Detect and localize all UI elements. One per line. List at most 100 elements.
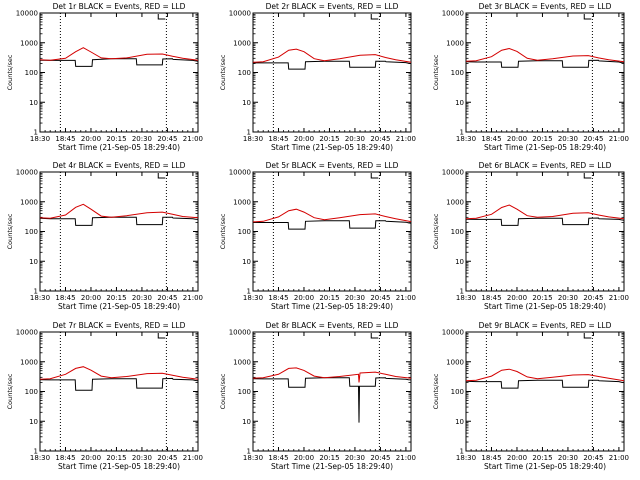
detector-panel-6: 1 10 100 1000 10000 18:30 18:45 20:00 20:15 20:30… — [432, 161, 629, 311]
y-tick-label: 10000 — [442, 10, 464, 18]
plot-frame — [465, 171, 625, 292]
plot-title: Det 6r BLACK = Events, RED = LLD — [479, 161, 612, 170]
x-tick-label: 20:30 — [345, 135, 365, 143]
y-tick-label: 10000 — [16, 10, 38, 18]
events-series-line — [39, 58, 199, 67]
x-tick-label: 18:45 — [268, 454, 288, 462]
plot-frame — [39, 12, 199, 133]
detector-panel-8: 1 10 100 1000 10000 18:30 18:45 20:00 20:15 20:30… — [219, 321, 416, 471]
y-tick-label: 100 — [238, 69, 251, 77]
plot-title: Det 7r BLACK = Events, RED = LLD — [53, 321, 186, 330]
y-tick-label: 10000 — [229, 10, 251, 18]
x-tick-label: 20:15 — [319, 294, 339, 302]
plot-title: Det 8r BLACK = Events, RED = LLD — [266, 321, 399, 330]
x-tick-label: 20:30 — [558, 454, 578, 462]
y-tick-label: 1 — [460, 448, 464, 456]
x-tick-label: 20:00 — [81, 135, 101, 143]
x-tick-label: 18:45 — [481, 135, 501, 143]
y-tick-label: 10000 — [229, 329, 251, 337]
bracket-marker — [370, 173, 379, 179]
y-tick-label: 1000 — [446, 39, 464, 47]
y-tick-label: 100 — [451, 228, 464, 236]
x-tick-label: 20:15 — [319, 454, 339, 462]
x-tick-label: 20:15 — [532, 294, 552, 302]
y-tick-label: 10 — [242, 99, 251, 107]
y-tick-label: 10 — [455, 418, 464, 426]
y-tick-label: 10 — [242, 258, 251, 266]
x-tick-label: 20:45 — [157, 135, 177, 143]
events-series-line — [39, 377, 199, 391]
y-axis-label: Counts/sec — [219, 54, 227, 90]
lld-series-line — [39, 366, 199, 380]
events-series-line — [253, 220, 412, 230]
x-tick-label: 20:30 — [132, 454, 152, 462]
plot-frame — [39, 171, 199, 292]
plot-frame — [465, 331, 625, 452]
x-tick-label: 20:00 — [294, 454, 314, 462]
x-tick-label: 18:45 — [268, 135, 288, 143]
y-tick-label: 1000 — [233, 358, 251, 366]
x-tick-label: 21:00 — [609, 135, 629, 143]
x-tick-label: 18:30 — [456, 294, 476, 302]
events-series-line — [465, 217, 625, 226]
x-tick-label: 21:00 — [183, 454, 203, 462]
x-tick-label: 18:30 — [30, 135, 50, 143]
bracket-marker — [370, 333, 379, 339]
x-tick-label: 18:45 — [55, 454, 75, 462]
x-tick-label: 18:45 — [55, 135, 75, 143]
x-tick-label: 18:30 — [456, 454, 476, 462]
events-series-line — [465, 379, 625, 389]
plot-frame — [252, 12, 412, 133]
y-tick-label: 1000 — [446, 198, 464, 206]
x-tick-label: 20:00 — [507, 135, 527, 143]
bracket-marker — [157, 173, 166, 179]
x-tick-label: 20:15 — [106, 294, 126, 302]
events-series-line — [39, 216, 199, 226]
x-tick-label: 21:00 — [609, 294, 629, 302]
y-tick-label: 10000 — [16, 169, 38, 177]
plot-title: Det 5r BLACK = Events, RED = LLD — [266, 161, 399, 170]
y-tick-label: 1 — [34, 288, 38, 296]
y-tick-label: 100 — [25, 228, 38, 236]
lld-series-line — [252, 48, 412, 63]
x-tick-label: 20:15 — [532, 454, 552, 462]
x-tick-label: 20:15 — [532, 135, 552, 143]
x-tick-label: 20:45 — [370, 454, 390, 462]
x-tick-label: 18:45 — [481, 454, 501, 462]
y-tick-label: 1000 — [233, 198, 251, 206]
y-tick-label: 1000 — [233, 39, 251, 47]
detector-panel-4: 1 10 100 1000 10000 18:30 18:45 20:00 20:15 20:30… — [6, 161, 203, 311]
x-tick-label: 20:15 — [106, 454, 126, 462]
plot-frame — [39, 331, 199, 452]
y-tick-label: 10000 — [16, 329, 38, 337]
y-axis-label: Counts/sec — [432, 213, 440, 249]
x-axis-label: Start Time (21-Sep-05 18:29:40) — [484, 302, 606, 311]
y-axis-label: Counts/sec — [6, 373, 14, 409]
plot-title: Det 4r BLACK = Events, RED = LLD — [53, 161, 186, 170]
plot-title: Det 3r BLACK = Events, RED = LLD — [479, 2, 612, 11]
events-series-line — [253, 60, 412, 70]
lld-series-line — [465, 47, 625, 63]
x-tick-label: 18:30 — [30, 454, 50, 462]
y-tick-label: 10 — [455, 258, 464, 266]
plot-title: Det 9r BLACK = Events, RED = LLD — [479, 321, 612, 330]
events-series-line — [252, 377, 412, 423]
y-tick-label: 100 — [25, 388, 38, 396]
y-tick-label: 1 — [247, 448, 251, 456]
bracket-marker — [583, 173, 592, 179]
x-tick-label: 20:30 — [132, 294, 152, 302]
x-tick-label: 20:30 — [345, 454, 365, 462]
x-tick-label: 20:00 — [81, 294, 101, 302]
plot-frame — [252, 331, 412, 452]
plot-title: Det 1r BLACK = Events, RED = LLD — [53, 2, 186, 11]
y-tick-label: 100 — [451, 388, 464, 396]
detector-panel-7: 1 10 100 1000 10000 18:30 18:45 20:00 20:15 20:30… — [6, 321, 203, 471]
y-axis-label: Counts/sec — [6, 213, 14, 249]
y-tick-label: 10000 — [442, 169, 464, 177]
y-axis-label: Counts/sec — [6, 54, 14, 90]
bracket-marker — [370, 14, 379, 20]
lld-series-line — [465, 368, 625, 382]
detector-panel-9: 1 10 100 1000 10000 18:30 18:45 20:00 20:15 20:30… — [432, 321, 629, 471]
y-tick-label: 10 — [242, 418, 251, 426]
